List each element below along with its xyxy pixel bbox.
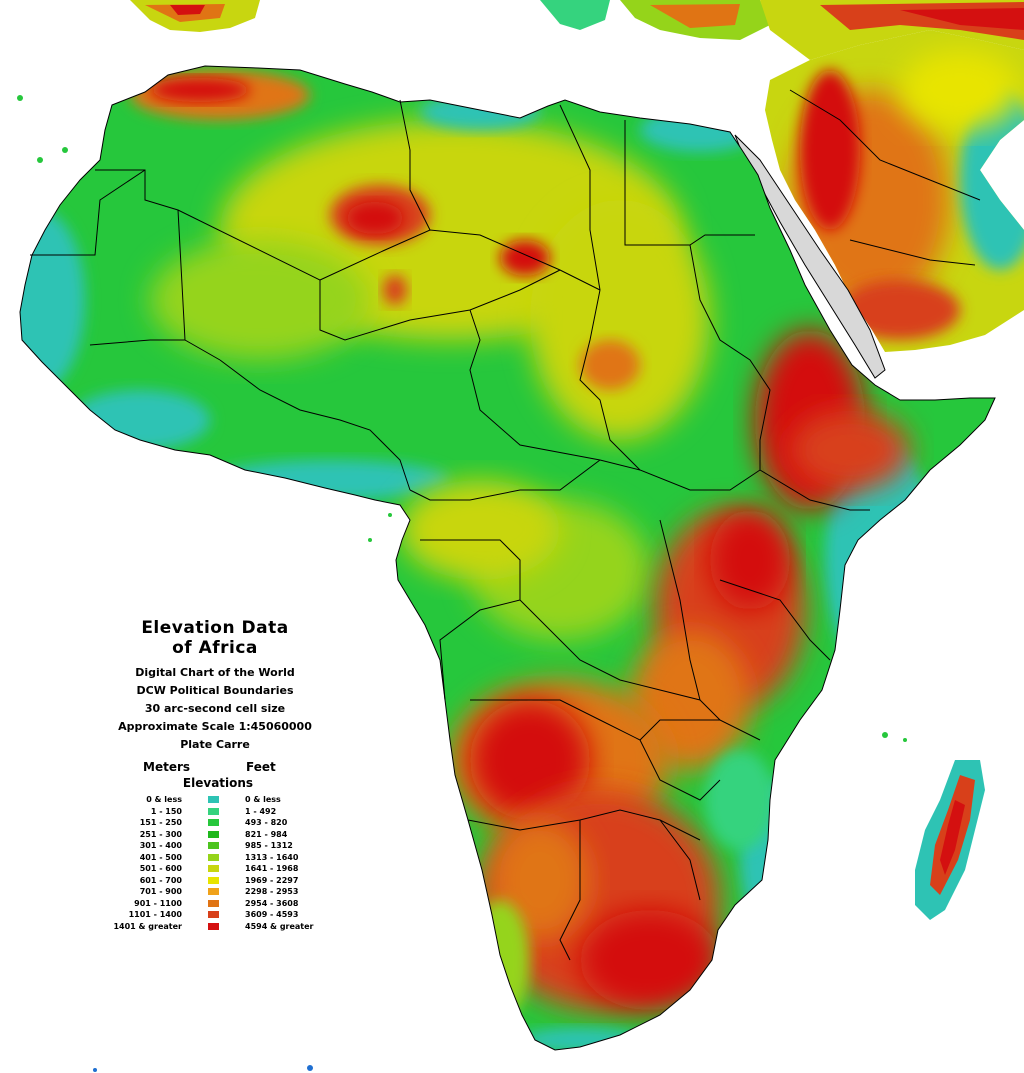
legend-feet-value: 2954 - 3608 bbox=[245, 898, 299, 908]
legend-meters-value: 401 - 500 bbox=[139, 852, 182, 862]
legend-elevations-header: Elevations bbox=[182, 776, 254, 790]
legend-row: 1 - 150 1 - 492 bbox=[100, 806, 330, 818]
map-legend: Elevation Data of Africa Digital Chart o… bbox=[100, 618, 330, 932]
legend-row: 401 - 500 1313 - 1640 bbox=[100, 852, 330, 864]
legend-feet-value: 1969 - 2297 bbox=[245, 875, 299, 885]
legend-meters-value: 501 - 600 bbox=[139, 864, 182, 873]
legend-feet-value: 821 - 984 bbox=[245, 829, 288, 839]
legend-feet-value: 2298 - 2953 bbox=[245, 887, 299, 896]
madagascar bbox=[915, 760, 985, 920]
legend-row: 501 - 600 1641 - 1968 bbox=[100, 863, 330, 875]
legend-swatch bbox=[208, 911, 219, 918]
legend-meters-header: Meters bbox=[143, 760, 191, 774]
legend-meters-value: 1 - 150 bbox=[150, 806, 182, 816]
legend-feet-header: Feet bbox=[246, 760, 276, 774]
legend-row: 0 & less 0 & less bbox=[100, 794, 330, 806]
legend-feet-value: 1 - 492 bbox=[245, 806, 277, 816]
islands bbox=[17, 95, 907, 1072]
legend-row: 251 - 300 821 - 984 bbox=[100, 829, 330, 841]
legend-meters-value: 0 & less bbox=[146, 795, 182, 804]
legend-meters-value: 901 - 1100 bbox=[134, 898, 182, 908]
legend-meters-value: 301 - 400 bbox=[139, 841, 182, 850]
legend-swatch bbox=[208, 876, 219, 884]
map-subtitle-4: Approximate Scale 1:45060000 bbox=[118, 720, 312, 733]
legend-swatch bbox=[208, 842, 219, 849]
legend-row: 151 - 250 493 - 820 bbox=[100, 817, 330, 829]
legend-swatch bbox=[208, 807, 219, 815]
legend-meters-value: 1101 - 1400 bbox=[128, 910, 182, 919]
legend-feet-value: 985 - 1312 bbox=[245, 841, 293, 850]
legend-meters-value: 151 - 250 bbox=[139, 818, 182, 827]
map-title-line2: of Africa bbox=[172, 638, 258, 658]
legend-swatch bbox=[208, 830, 219, 838]
political-boundaries bbox=[30, 99, 870, 961]
legend-row: 901 - 1100 2954 - 3608 bbox=[100, 898, 330, 910]
legend-swatch bbox=[208, 796, 219, 803]
legend-row: 701 - 900 2298 - 2953 bbox=[100, 886, 330, 898]
legend-row: 301 - 400 985 - 1312 bbox=[100, 840, 330, 852]
legend-row: 601 - 700 1969 - 2297 bbox=[100, 875, 330, 887]
legend-feet-value: 0 & less bbox=[245, 795, 281, 804]
red-sea bbox=[734, 134, 886, 379]
legend-feet-value: 1313 - 1640 bbox=[245, 852, 299, 862]
map-title-line1: Elevation Data bbox=[141, 618, 289, 638]
legend-swatch bbox=[208, 899, 219, 907]
legend-meters-value: 701 - 900 bbox=[139, 887, 182, 896]
map-subtitle-3: 30 arc-second cell size bbox=[144, 702, 286, 715]
legend-swatch bbox=[208, 865, 219, 872]
legend-swatch bbox=[208, 819, 219, 826]
legend-rows: 0 & less 0 & less 1 - 150 1 - 492 151 - 250 4… bbox=[100, 794, 330, 932]
legend-swatch bbox=[208, 922, 219, 930]
legend-feet-value: 493 - 820 bbox=[245, 818, 288, 827]
legend-headers: Meters Feet bbox=[100, 760, 330, 776]
map-subtitle-2: DCW Political Boundaries bbox=[136, 684, 294, 697]
europe-fringe bbox=[130, 0, 1024, 60]
legend-feet-value: 4594 & greater bbox=[245, 921, 314, 931]
legend-row: 1401 & greater 4594 & greater bbox=[100, 921, 330, 933]
legend-row: 1101 - 1400 3609 - 4593 bbox=[100, 909, 330, 921]
map-subtitle-1: Digital Chart of the World bbox=[135, 666, 295, 679]
legend-meters-value: 601 - 700 bbox=[139, 875, 182, 885]
legend-feet-value: 1641 - 1968 bbox=[245, 864, 299, 873]
legend-swatch bbox=[208, 853, 219, 861]
legend-meters-value: 1401 & greater bbox=[113, 921, 182, 931]
map-subtitle-5: Plate Carre bbox=[180, 738, 250, 751]
legend-feet-value: 3609 - 4593 bbox=[245, 910, 299, 919]
legend-swatch bbox=[208, 888, 219, 895]
legend-meters-value: 251 - 300 bbox=[139, 829, 182, 839]
